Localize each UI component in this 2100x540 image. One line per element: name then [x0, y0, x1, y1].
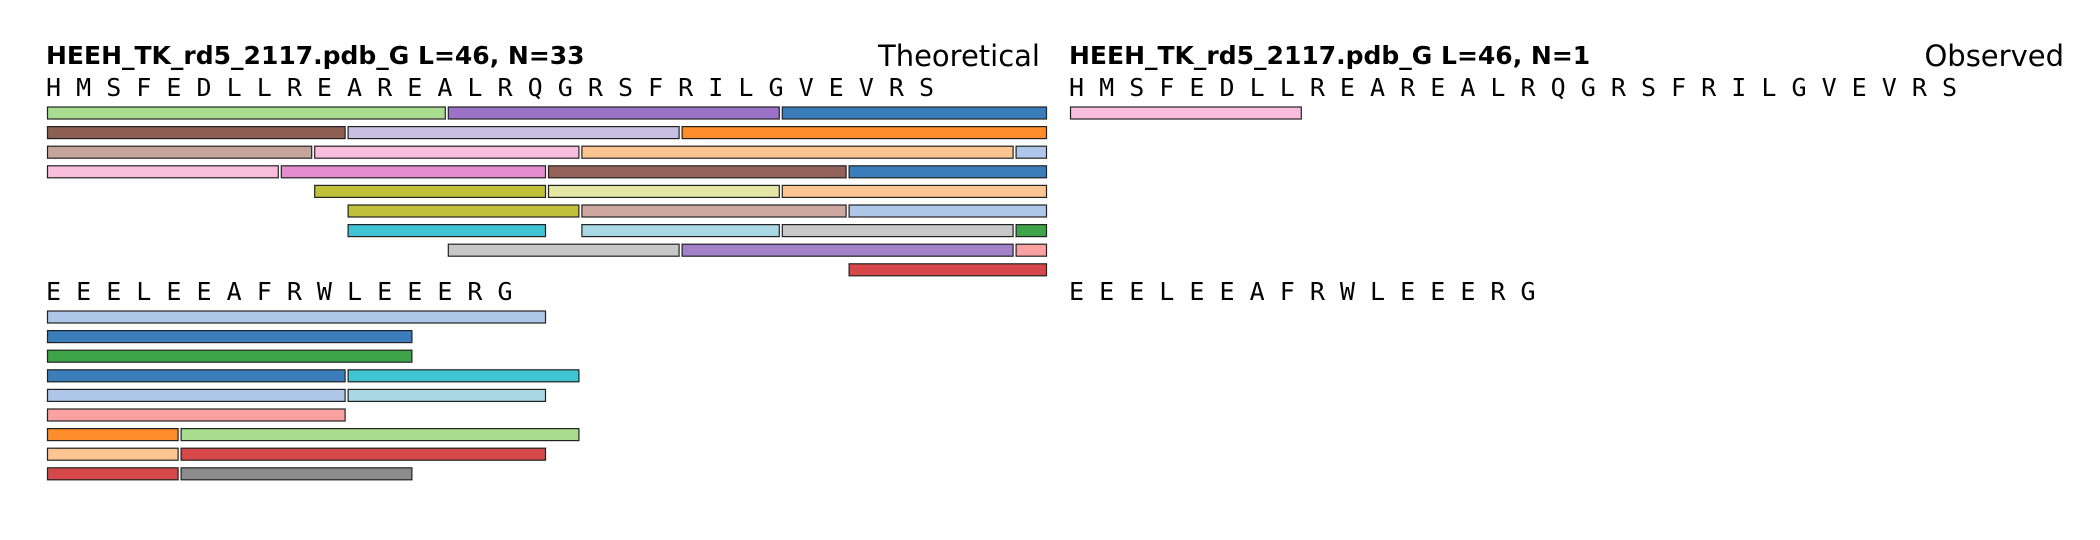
- theoretical-segment-33: [347, 369, 580, 383]
- theoretical-segment-2: [447, 106, 780, 120]
- theoretical-segment-6: [681, 125, 1048, 140]
- theoretical-segment-28: [848, 263, 1048, 277]
- observed-segments: [1069, 106, 1302, 120]
- observed-panel: HEEH_TK_rd5_2117.pdb_G L=46, N=1 Observe…: [1069, 39, 2064, 306]
- theoretical-segment-12: [280, 165, 547, 179]
- theoretical-segment-29: [46, 310, 547, 324]
- theoretical-panel: HEEH_TK_rd5_2117.pdb_G L=46, N=33 Theore…: [46, 39, 1048, 481]
- theoretical-segment-22: [581, 224, 780, 238]
- theoretical-segment-23: [781, 224, 1014, 238]
- theoretical-segment-31: [46, 349, 413, 363]
- theoretical-segment-4: [46, 125, 346, 140]
- theoretical-segment-34: [46, 388, 346, 402]
- observed-residues-line-2: E E E L E E A F R W L E E E R G: [1069, 277, 1536, 306]
- theoretical-segment-10: [1015, 145, 1048, 159]
- theoretical-segment-18: [347, 204, 580, 218]
- theoretical-segment-11: [46, 165, 279, 179]
- theoretical-segment-15: [314, 184, 547, 198]
- theoretical-segment-42: [180, 467, 413, 481]
- observed-residues-line-1: H M S F E D L L R E A R E A L R Q G R S …: [1069, 73, 1957, 102]
- theoretical-segment-32: [46, 369, 346, 383]
- theoretical-segment-26: [681, 243, 1014, 257]
- theoretical-segment-41: [46, 467, 179, 481]
- theoretical-segments: [46, 106, 1048, 481]
- theoretical-residues-line-1: H M S F E D L L R E A R E A L R Q G R S …: [46, 73, 934, 102]
- observed-segment-1: [1069, 106, 1302, 120]
- theoretical-segment-1: [46, 106, 446, 120]
- theoretical-segment-25: [447, 243, 680, 257]
- theoretical-segment-9: [581, 145, 1014, 159]
- theoretical-segment-17: [781, 184, 1048, 198]
- theoretical-segment-5: [347, 125, 680, 140]
- theoretical-segment-7: [46, 145, 313, 159]
- theoretical-segment-3: [781, 106, 1048, 120]
- theoretical-segment-27: [1015, 243, 1048, 257]
- theoretical-segment-35: [347, 388, 547, 402]
- theoretical-segment-19: [581, 204, 847, 218]
- theoretical-segment-13: [547, 165, 847, 179]
- observed-subtitle: Observed: [1924, 39, 2064, 73]
- theoretical-segment-21: [347, 224, 547, 238]
- theoretical-segment-30: [46, 330, 413, 344]
- theoretical-segment-8: [314, 145, 580, 159]
- theoretical-segment-16: [547, 184, 780, 198]
- theoretical-title: HEEH_TK_rd5_2117.pdb_G L=46, N=33: [46, 41, 585, 70]
- theoretical-segment-36: [46, 408, 346, 422]
- theoretical-segment-14: [848, 165, 1048, 179]
- observed-title: HEEH_TK_rd5_2117.pdb_G L=46, N=1: [1069, 41, 1590, 70]
- theoretical-segment-40: [180, 447, 547, 461]
- theoretical-segment-37: [46, 428, 179, 442]
- theoretical-segment-38: [180, 428, 580, 442]
- theoretical-segment-39: [46, 447, 179, 461]
- theoretical-segment-20: [848, 204, 1048, 218]
- theoretical-residues-line-2: E E E L E E A F R W L E E E R G: [46, 277, 513, 306]
- theoretical-subtitle: Theoretical: [877, 39, 1040, 73]
- theoretical-segment-24: [1015, 224, 1048, 238]
